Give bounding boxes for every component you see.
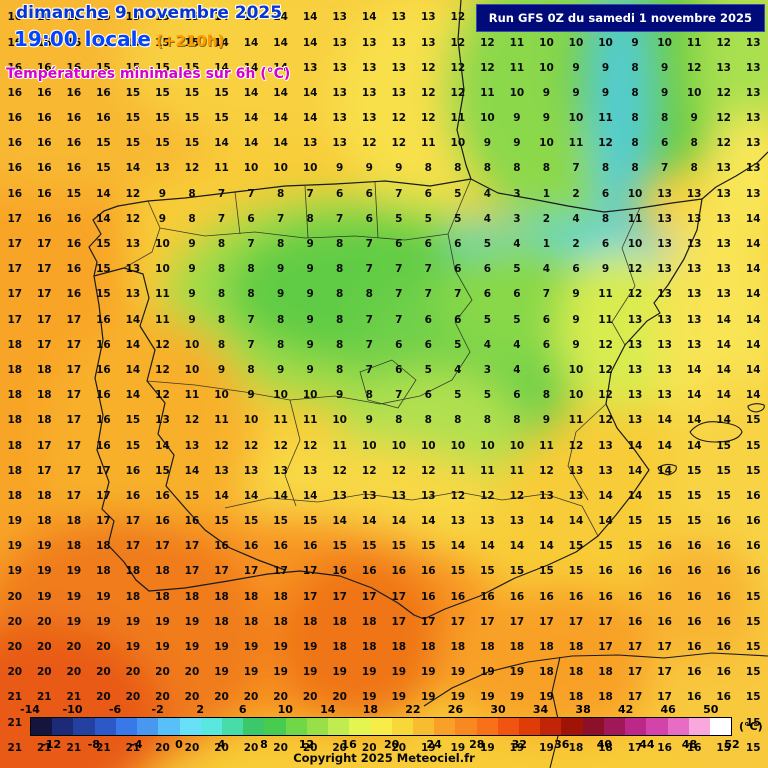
legend-tick: 10 [277, 703, 293, 716]
forecast-local-time: 19:00 locale [14, 27, 151, 51]
map-subtitle: Températures minimales sur 6h (°C) [6, 66, 291, 82]
legend-segment [561, 718, 583, 735]
legend-tick: -2 [151, 703, 164, 716]
legend-tick: 4 [217, 738, 226, 751]
legend-segment [158, 718, 180, 735]
legend-tick: 20 [383, 738, 400, 751]
legend-segment [115, 718, 138, 735]
legend-segment [285, 718, 307, 735]
legend-segment [370, 718, 392, 735]
legend-segment [137, 718, 159, 735]
legend-segment [412, 718, 435, 735]
legend-tick: 48 [681, 738, 698, 751]
forecast-hour-offset: (+210h) [156, 32, 225, 50]
legend-tick: 46 [660, 703, 676, 716]
legend-segment [434, 718, 456, 735]
legend-tick: 22 [405, 703, 421, 716]
legend-segment [221, 718, 244, 735]
legend-tick: 40 [596, 738, 613, 751]
region-borders [123, 178, 641, 537]
legend-tick: 32 [511, 738, 527, 751]
legend-segment [582, 718, 604, 735]
forecast-date: dimanche 9 novembre 2025 [16, 3, 283, 23]
legend-unit-label: (°C) [739, 720, 763, 733]
legend-tick: -10 [62, 703, 83, 716]
legend-segment [625, 718, 647, 735]
legend-segment [603, 718, 626, 735]
legend-tick: 38 [575, 703, 591, 716]
legend-tick: 36 [554, 738, 570, 751]
legend-segment [349, 718, 371, 735]
legend-tick: -6 [108, 703, 122, 716]
legend-tick: 42 [617, 703, 634, 716]
legend-tick: 8 [260, 738, 268, 751]
legend-segment [264, 718, 286, 735]
legend-segment [476, 718, 498, 735]
legend-tick: -14 [20, 703, 40, 716]
legend-segment [73, 718, 95, 735]
legend-ticks-top: -14 -10 -6 -2 2 6 10 14 18 22 26 30 34 38 42 46 50 [20, 703, 732, 716]
legend-tick: -4 [130, 738, 143, 751]
legend-tick: 18 [362, 703, 379, 716]
legend-tick: 26 [447, 703, 464, 716]
legend-tick: 24 [426, 738, 442, 751]
forecast-time: 19:00 locale (+210h) [14, 27, 224, 51]
legend-ticks-bottom: -12 -8 -4 0 4 8 12 16 20 24 28 32 36 40 44 48 52 [30, 738, 739, 751]
legend-segment [710, 718, 732, 735]
legend-tick: 50 [703, 703, 719, 716]
legend-segment [667, 718, 689, 735]
legend-tick: -12 [41, 738, 62, 751]
legend-segment [243, 718, 265, 735]
legend-tick: 52 [724, 738, 740, 751]
legend-colorbar [30, 717, 732, 736]
legend-segment [31, 718, 53, 735]
legend-segment [179, 718, 201, 735]
legend-segment [540, 718, 562, 735]
legend-tick: 14 [320, 703, 336, 716]
legend-segment [94, 718, 116, 735]
legend-segment [455, 718, 477, 735]
coastline [88, 0, 768, 620]
legend-segment [688, 718, 710, 735]
legend-tick: 12 [298, 738, 315, 751]
legend-segment [519, 718, 541, 735]
legend-segment [306, 718, 329, 735]
legend-tick: 0 [175, 738, 183, 751]
legend-tick: 16 [341, 738, 357, 751]
legend-segment [52, 718, 74, 735]
legend-tick: 6 [238, 703, 247, 716]
legend-segment [646, 718, 668, 735]
islands-and-africa-coast [423, 403, 768, 768]
legend-segment [497, 718, 520, 735]
legend-segment [200, 718, 222, 735]
temperature-legend: -14 -10 -6 -2 2 6 10 14 18 22 26 30 34 38 42 46 50 -12 -8… [20, 703, 763, 751]
legend-tick: 34 [532, 703, 549, 716]
run-info-box: Run GFS 0Z du samedi 1 novembre 2025 [475, 4, 765, 32]
legend-tick: 44 [639, 738, 655, 751]
legend-segment [391, 718, 413, 735]
legend-tick: 30 [490, 703, 506, 716]
legend-tick: 2 [196, 703, 204, 716]
copyright: Copyright 2025 Meteociel.fr [293, 751, 475, 765]
legend-tick: 28 [469, 738, 485, 751]
legend-segment [328, 718, 350, 735]
legend-tick: -8 [87, 738, 100, 751]
